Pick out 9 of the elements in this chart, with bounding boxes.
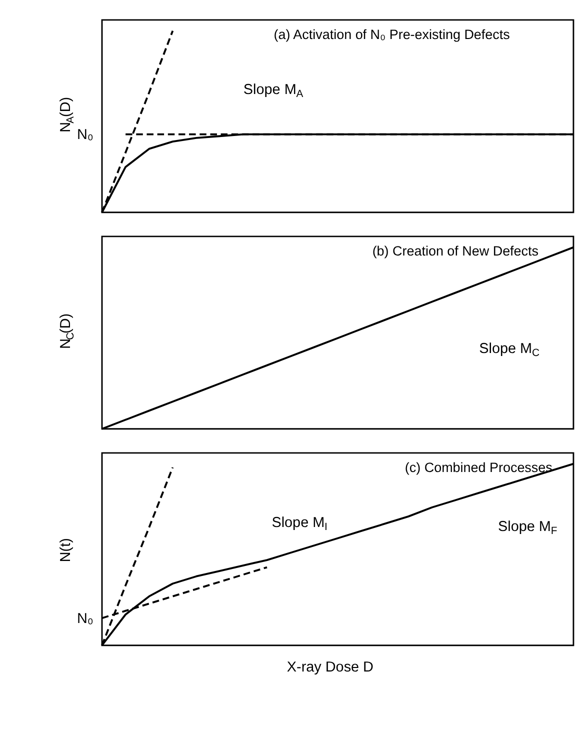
chart-title: (b) Creation of New Defects (372, 244, 539, 259)
chart-title: (c) Combined Processes (404, 460, 553, 476)
y-axis-title: NC(D) (58, 313, 76, 349)
text: N₀ (77, 610, 94, 627)
y-axis-title: NA(D) (58, 96, 76, 132)
chart-title: (a) Activation of N₀ Pre-existing Defects (274, 27, 510, 42)
text: N₀ (77, 127, 94, 144)
x-axis-title: X-ray Dose D (286, 659, 374, 676)
y-axis-title: N(t) (58, 538, 74, 562)
